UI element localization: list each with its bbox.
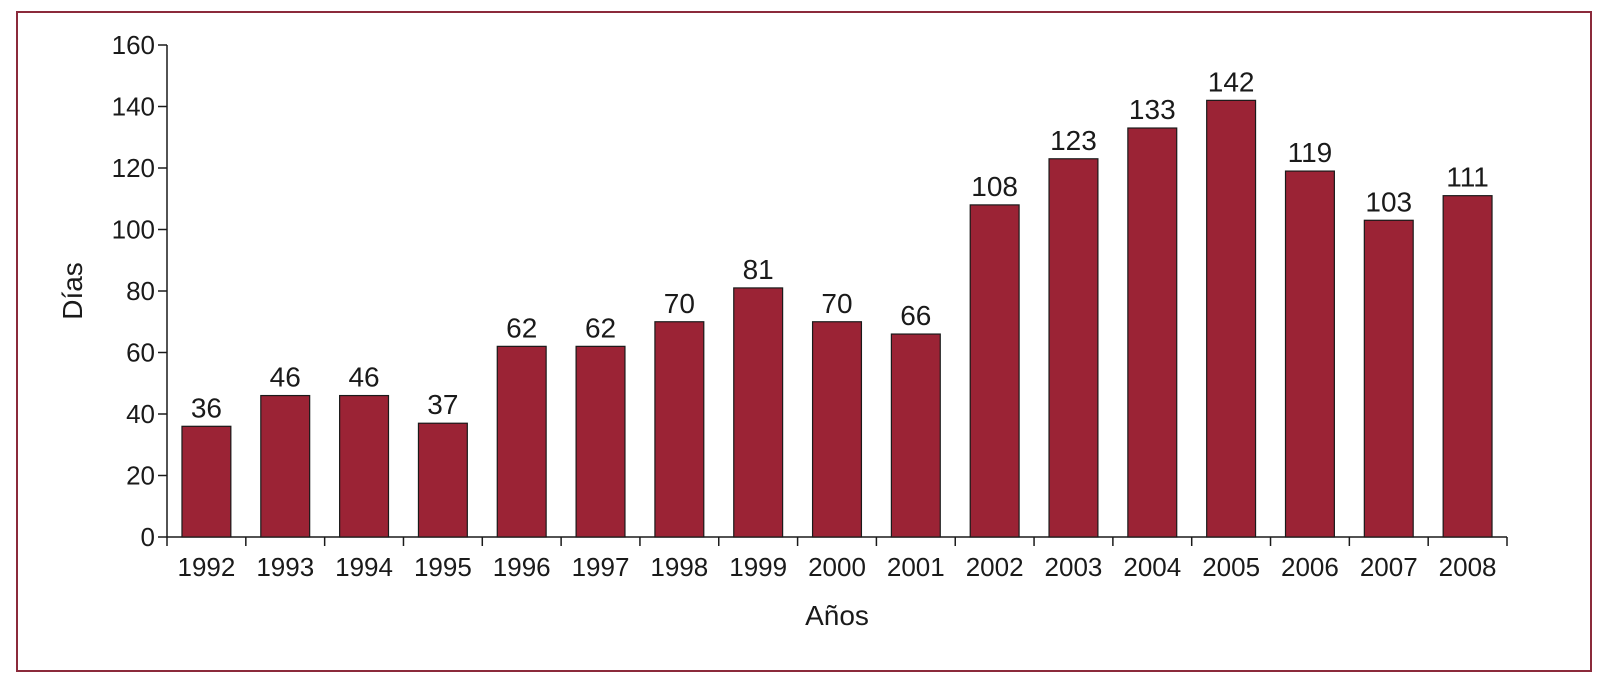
bar — [890, 333, 941, 538]
x-tick-label: 1998 — [650, 552, 708, 582]
bar — [811, 321, 863, 538]
bar — [339, 394, 390, 538]
bar-value-label: 62 — [506, 312, 537, 343]
bar — [496, 345, 547, 538]
bar-value-label: 66 — [900, 300, 931, 331]
x-tick-label: 2000 — [808, 552, 866, 582]
y-tick-label: 100 — [112, 215, 155, 245]
bar — [1048, 158, 1099, 538]
y-tick-label: 80 — [126, 276, 155, 306]
bar-value-label: 111 — [1446, 162, 1489, 193]
bar-value-label: 62 — [585, 312, 616, 343]
bar-value-label: 108 — [971, 171, 1018, 202]
bars — [181, 99, 1493, 538]
bar — [181, 425, 232, 538]
bar-value-label: 81 — [743, 254, 774, 285]
bar — [260, 394, 311, 538]
bar — [1127, 127, 1178, 538]
y-tick-label: 160 — [112, 30, 155, 60]
x-tick-label: 2007 — [1360, 552, 1418, 582]
bar-value-label: 36 — [191, 392, 222, 423]
y-axis: 0 20 40 60 80 100 120 140 160 — [112, 30, 168, 552]
bar-value-label: 70 — [821, 288, 852, 319]
x-tick-label: 2008 — [1439, 552, 1497, 582]
x-tick-label: 1994 — [335, 552, 393, 582]
bar — [575, 345, 626, 538]
y-tick-label: 140 — [112, 92, 155, 122]
bar — [417, 422, 468, 538]
y-tick-label: 120 — [112, 153, 155, 183]
bar-value-label: 103 — [1365, 186, 1412, 217]
bar — [654, 321, 705, 538]
bar — [1363, 219, 1414, 538]
bar-value-label: 37 — [427, 389, 458, 420]
bar — [1206, 99, 1257, 538]
y-tick-label: 0 — [141, 522, 155, 552]
x-tick-label: 2005 — [1202, 552, 1260, 582]
y-axis-title: Días — [57, 262, 88, 320]
x-tick-label: 2006 — [1281, 552, 1339, 582]
bar-value-label: 46 — [348, 362, 379, 393]
bar-value-label: 70 — [664, 288, 695, 319]
bar — [1284, 170, 1335, 538]
x-axis-title: Años — [805, 600, 869, 631]
x-tick-label: 1992 — [177, 552, 235, 582]
x-tick-label: 2003 — [1045, 552, 1103, 582]
x-tick-label: 2002 — [966, 552, 1024, 582]
bar-value-label: 119 — [1288, 137, 1333, 168]
bar — [733, 287, 784, 538]
x-tick-label: 1995 — [414, 552, 472, 582]
bar-value-label: 133 — [1129, 94, 1176, 125]
x-tick-label: 1996 — [493, 552, 551, 582]
y-tick-label: 40 — [126, 399, 155, 429]
data-labels: 36 46 46 37 62 62 70 81 70 66 108 123 133 142 119 103 11… — [191, 66, 1489, 423]
y-tick-label: 60 — [126, 338, 155, 368]
x-tick-label: 2001 — [887, 552, 945, 582]
x-tick-label: 1993 — [256, 552, 314, 582]
y-tick-label: 20 — [126, 461, 155, 491]
bar — [1442, 195, 1493, 538]
bar-value-label: 142 — [1208, 66, 1255, 97]
bar — [969, 204, 1020, 538]
x-tick-label: 2004 — [1123, 552, 1181, 582]
bar-value-label: 123 — [1050, 125, 1097, 156]
x-tick-label: 1999 — [729, 552, 787, 582]
x-axis: 1992 1993 1994 1995 1996 1997 1998 1999 2000 2001… — [166, 536, 1508, 582]
x-tick-label: 1997 — [572, 552, 630, 582]
bar-value-label: 46 — [270, 362, 301, 393]
